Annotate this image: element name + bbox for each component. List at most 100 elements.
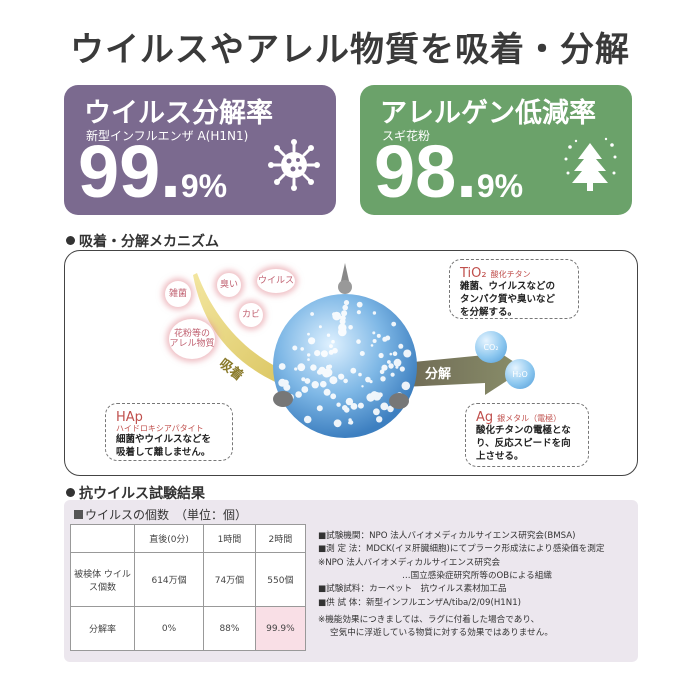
table-corner: [70, 524, 135, 553]
mechanism-diagram: 雑菌 臭い ウイルス カビ 花粉等の アレル物質 吸着 分解 CO₂ H₂O T…: [64, 250, 638, 476]
sphere-bubble: [329, 344, 333, 348]
sphere-bubble: [391, 321, 397, 327]
card-subtitle: スギ花粉: [382, 129, 431, 143]
particle-sphere: [273, 294, 417, 438]
sphere-bubble: [380, 402, 389, 411]
odor-tag: 臭い: [217, 273, 241, 297]
sphere-bubble: [387, 360, 391, 364]
sphere-bubble: [328, 349, 334, 355]
sphere-bubble: [303, 415, 312, 424]
sphere-bubble: [342, 304, 349, 311]
decomposition-rate: 99.9%: [78, 130, 228, 213]
table-cell: 0%: [133, 606, 205, 651]
column-header: 1時間: [203, 524, 256, 553]
sphere-bubble: [307, 353, 311, 357]
sphere-bubble: [365, 376, 371, 383]
table-cell: 88%: [203, 606, 256, 651]
sphere-bubble: [329, 376, 338, 385]
sphere-bubble: [372, 311, 377, 315]
sphere-bubble: [348, 420, 354, 425]
sphere-bubble: [278, 378, 287, 387]
sphere-bubble: [311, 381, 319, 389]
sphere-bubble: [369, 380, 373, 384]
sphere-bubble: [343, 378, 348, 384]
results-table: 直後(0分) 1時間 2時間 被検体 ウイルス個数 614万個 74万個 550…: [70, 524, 307, 651]
sphere-bubble: [357, 402, 364, 409]
sphere-bubble: [292, 345, 298, 351]
sphere-bubble: [358, 372, 362, 377]
sphere-bubble: [372, 339, 377, 343]
ag-callout: Ag 銀メタル（電極） 酸化チタンの電極とな り、反応スピードを向 上させる。: [465, 403, 589, 467]
sphere-bubble: [310, 364, 317, 371]
cedar-tree-icon: [564, 137, 617, 191]
co2-molecule: CO₂: [475, 331, 507, 363]
sphere-bubble: [283, 383, 291, 391]
sphere-bubble: [331, 339, 335, 344]
column-header: 直後(0分): [133, 524, 205, 553]
table-cell: 74万個: [203, 552, 256, 607]
sphere-bubble: [376, 333, 381, 338]
sphere-bubble: [387, 405, 394, 413]
sphere-bubble: [294, 367, 298, 371]
sphere-bubble: [323, 368, 333, 377]
sphere-bubble: [295, 391, 302, 398]
sphere-bubble: [312, 338, 315, 342]
sphere-bubble: [345, 397, 354, 406]
row-label: 被検体 ウイルス個数: [70, 552, 135, 607]
sphere-bubble: [342, 405, 348, 411]
sphere-bubble: [338, 323, 347, 332]
mechanism-heading: 吸着・分解メカニズム: [66, 231, 219, 251]
sphere-bubble: [350, 405, 354, 408]
sphere-bubble: [332, 311, 342, 321]
sphere-bubble: [390, 372, 395, 377]
allergen-tag: 花粉等の アレル物質: [169, 319, 215, 359]
sphere-bubble: [300, 347, 304, 351]
card-title: アレルゲン低減率: [380, 98, 596, 129]
sphere-bubble: [307, 358, 310, 361]
sphere-bubble: [333, 419, 342, 428]
sphere-bubble: [316, 405, 323, 412]
sphere-bubble: [377, 392, 383, 398]
sphere-bubble: [320, 380, 327, 388]
sphere-bubble: [323, 388, 331, 396]
virus-decomposition-card: ウイルス分解率 新型インフルエンザ A(H1N1) 99.9%: [64, 85, 336, 215]
sphere-bubble: [314, 350, 321, 357]
sphere-bubble: [389, 352, 393, 356]
sphere-bubble: [356, 310, 361, 315]
sphere-bubble: [373, 408, 380, 416]
sphere-bubble: [301, 386, 309, 393]
sphere-bubble: [380, 376, 386, 382]
allergen-reduction-card: アレルゲン低減率 スギ花粉 98.9%: [360, 85, 632, 215]
sphere-bubble: [336, 402, 341, 407]
sphere-bubble: [338, 374, 342, 377]
sphere-bubble: [388, 363, 394, 369]
sphere-bubble: [340, 315, 346, 321]
sphere-bubble: [370, 344, 374, 347]
sphere-bubble: [395, 365, 399, 369]
tio2-callout: TiO₂ 酸化チタン 雑菌、ウイルスなどの タンパク質や臭いなど を分解する。: [449, 259, 579, 319]
reduction-rate: 98.9%: [374, 130, 524, 213]
sphere-bubble: [376, 416, 383, 423]
virus-count-title: ウイルスの個数 （単位：個）: [74, 506, 247, 523]
sphere-bubble: [356, 301, 363, 308]
table-cell: 614万個: [133, 552, 205, 607]
mechanism-illustration: [193, 263, 525, 438]
sphere-bubble: [318, 325, 322, 329]
sphere-bubble: [326, 364, 331, 370]
sphere-bubble: [320, 350, 328, 358]
card-title: ウイルス分解率: [84, 98, 273, 129]
virus-tag: ウイルス: [257, 269, 295, 293]
sphere-bubble: [396, 361, 401, 365]
decompose-label: 分解: [425, 367, 452, 382]
sphere-bubble: [297, 363, 306, 372]
virus-icon: [268, 139, 320, 191]
sphere-bubble: [398, 343, 404, 349]
sphere-bubble: [301, 377, 306, 382]
sphere-bubble: [350, 403, 358, 410]
sphere-bubble: [304, 378, 311, 384]
sphere-bubble: [356, 339, 361, 344]
sphere-bubble: [330, 393, 337, 400]
sphere-bubble: [399, 366, 405, 372]
sphere-bubble: [381, 364, 388, 371]
sphere-bubble: [401, 381, 411, 391]
